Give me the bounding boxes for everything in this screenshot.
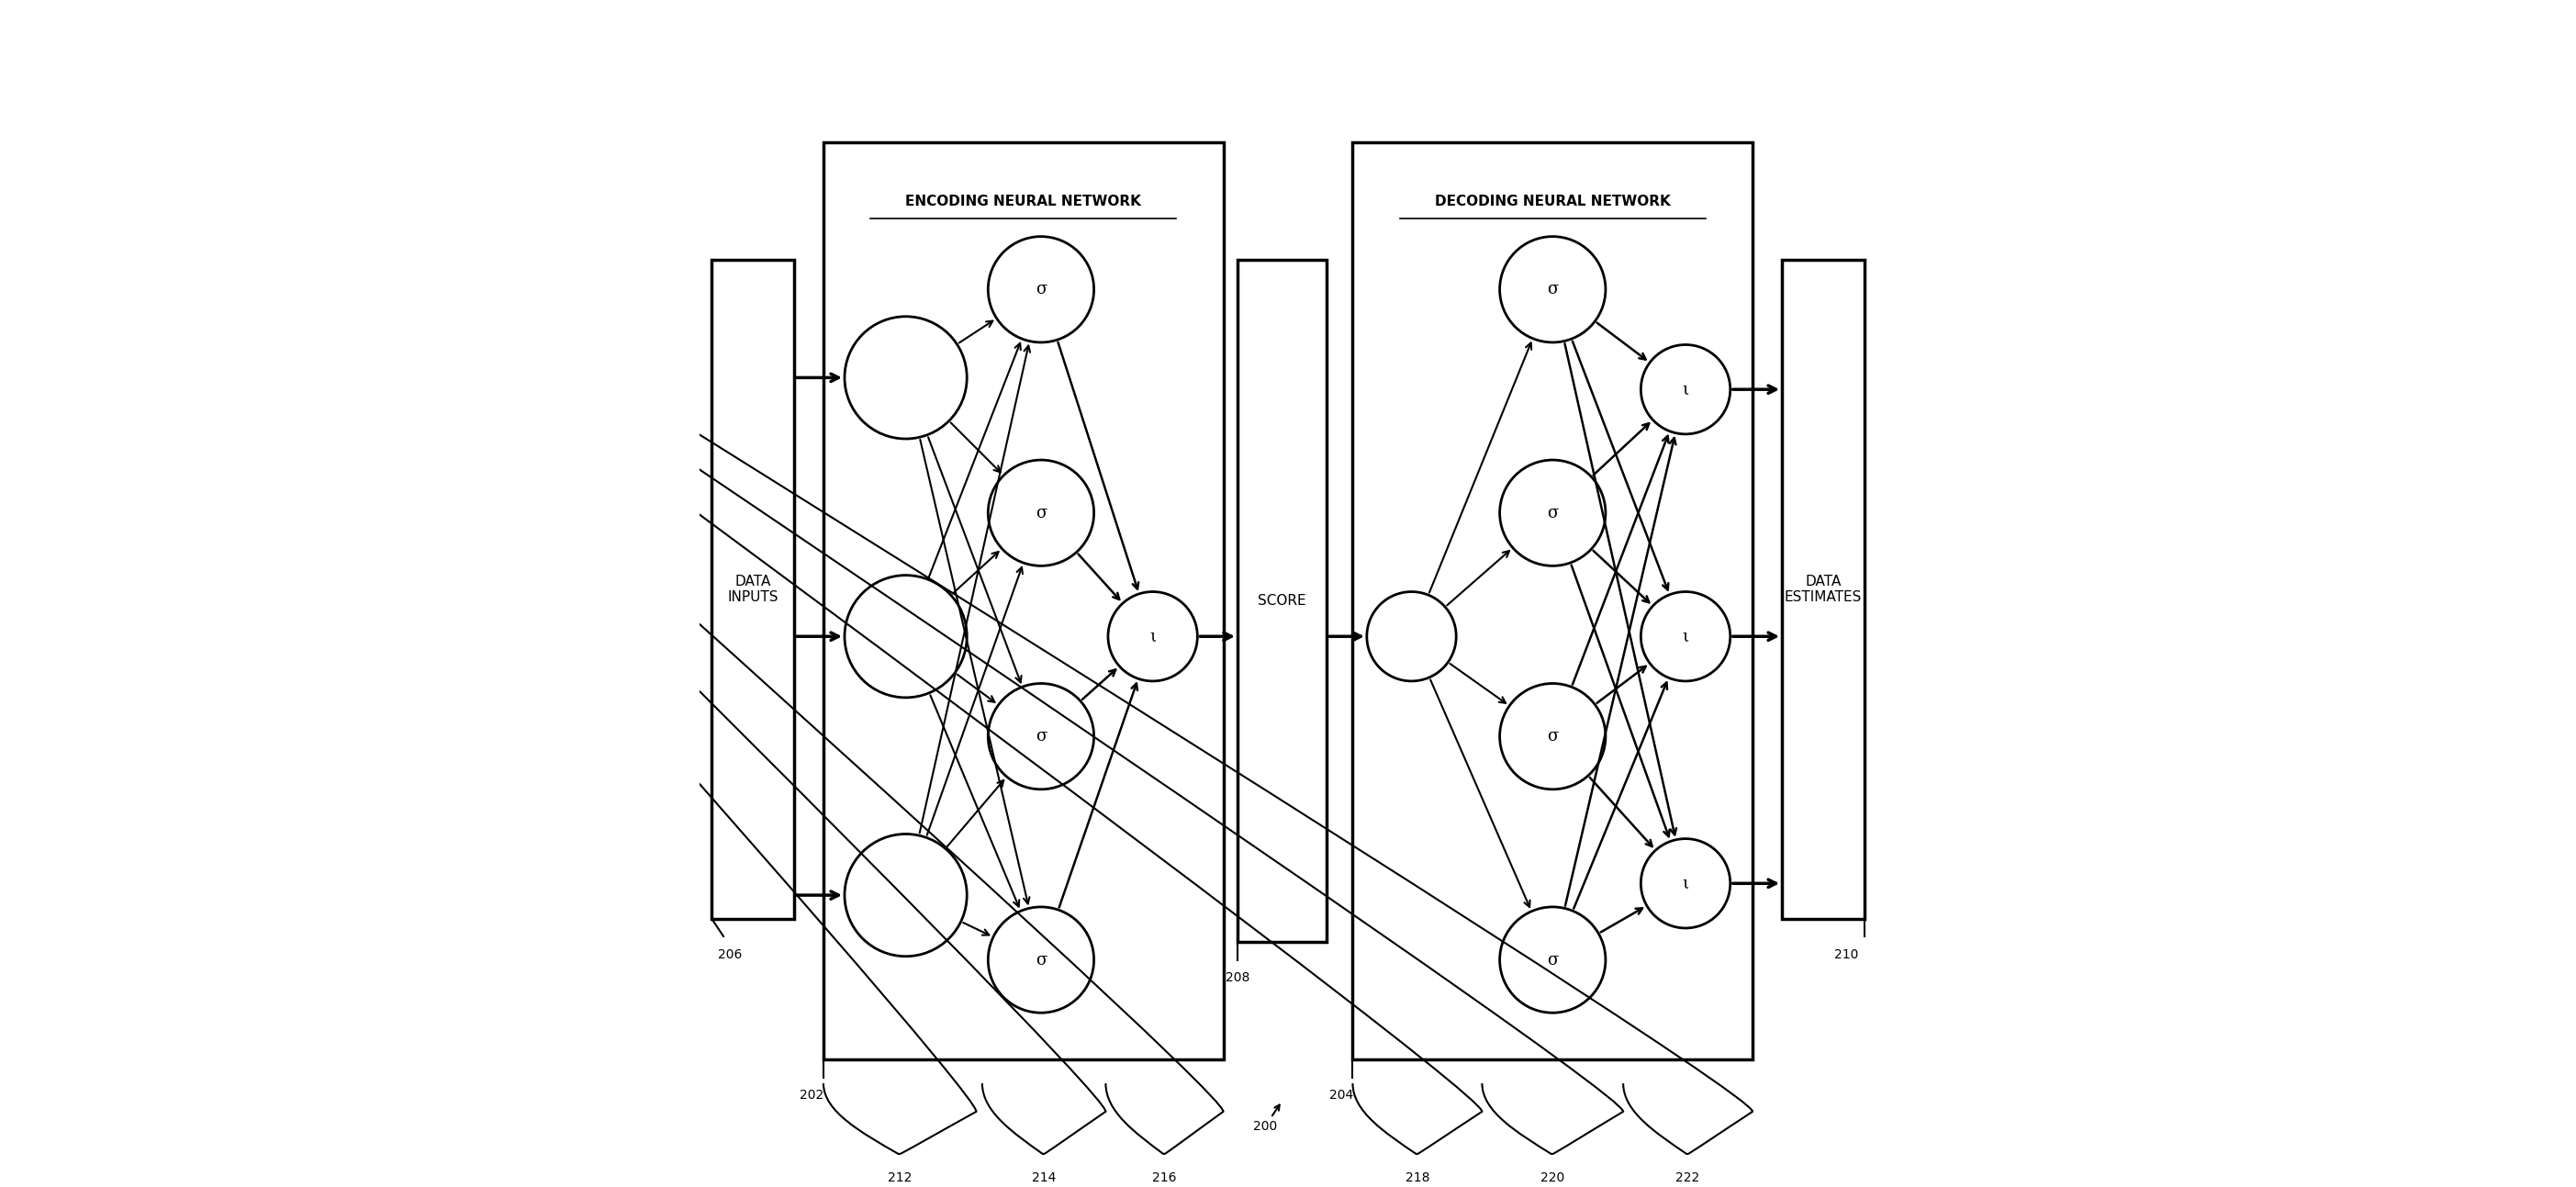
Text: ι: ι bbox=[1682, 875, 1690, 891]
Text: 216: 216 bbox=[1151, 1172, 1177, 1185]
Text: σ: σ bbox=[1036, 952, 1046, 969]
Text: σ: σ bbox=[1036, 728, 1046, 744]
Text: DATA
ESTIMATES: DATA ESTIMATES bbox=[1785, 575, 1862, 604]
Text: 220: 220 bbox=[1540, 1172, 1564, 1185]
Text: SCORE: SCORE bbox=[1257, 595, 1306, 608]
Text: 212: 212 bbox=[889, 1172, 912, 1185]
Text: σ: σ bbox=[1548, 952, 1558, 969]
Text: σ: σ bbox=[1036, 504, 1046, 521]
Text: ι: ι bbox=[1682, 628, 1690, 645]
Bar bbox=[824, 142, 1224, 1060]
Text: ENCODING NEURAL NETWORK: ENCODING NEURAL NETWORK bbox=[904, 195, 1141, 208]
Text: 214: 214 bbox=[1033, 1172, 1056, 1185]
Text: 222: 222 bbox=[1677, 1172, 1700, 1185]
Text: σ: σ bbox=[1548, 728, 1558, 744]
Text: 210: 210 bbox=[1834, 948, 1857, 961]
Text: σ: σ bbox=[1548, 504, 1558, 521]
Text: 208: 208 bbox=[1226, 972, 1249, 984]
Text: σ: σ bbox=[1548, 281, 1558, 298]
Text: 200: 200 bbox=[1252, 1105, 1280, 1134]
Text: 218: 218 bbox=[1406, 1172, 1430, 1185]
Text: DECODING NEURAL NETWORK: DECODING NEURAL NETWORK bbox=[1435, 195, 1669, 208]
Bar bbox=[711, 260, 793, 919]
Bar bbox=[1783, 260, 1865, 919]
Text: 206: 206 bbox=[719, 948, 742, 961]
Text: ι: ι bbox=[1682, 381, 1690, 398]
Bar bbox=[1236, 260, 1327, 942]
Text: 204: 204 bbox=[1329, 1090, 1352, 1102]
Text: DATA
INPUTS: DATA INPUTS bbox=[726, 575, 778, 604]
Bar bbox=[1352, 142, 1752, 1060]
Text: ι: ι bbox=[1149, 628, 1157, 645]
Text: 202: 202 bbox=[799, 1090, 824, 1102]
Text: σ: σ bbox=[1036, 281, 1046, 298]
